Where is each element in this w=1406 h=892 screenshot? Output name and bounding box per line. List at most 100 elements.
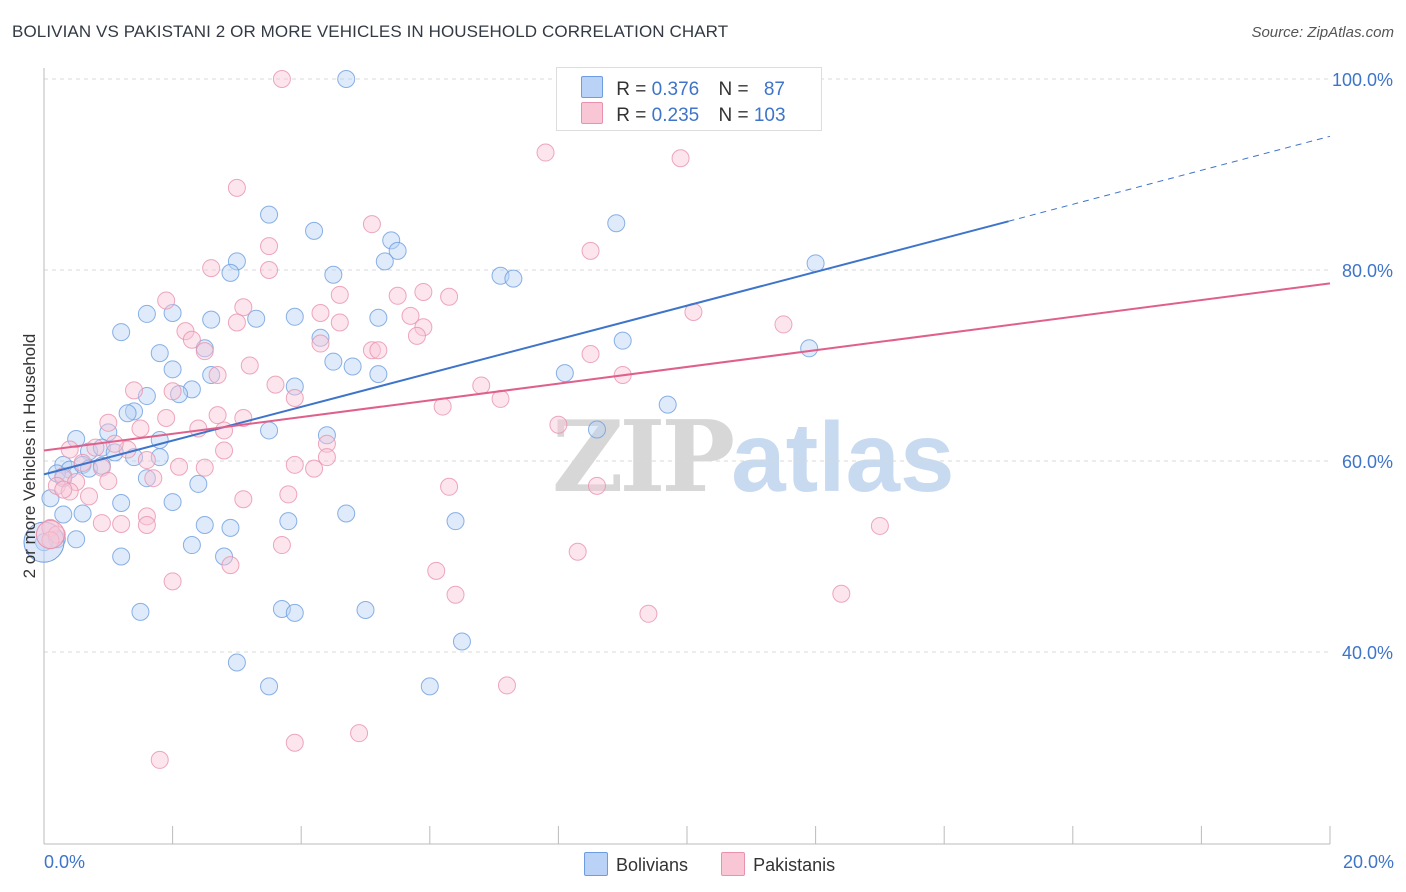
bolivian-n-value: 87 [763, 79, 785, 100]
pakistani-point [144, 469, 163, 488]
x-tick-label-max: 20.0% [1342, 852, 1394, 872]
source-label: Source: ZipAtlas.com [1251, 24, 1394, 41]
bolivian-point [260, 205, 279, 224]
trend-lines [43, 135, 1331, 476]
bolivian-swatch [581, 76, 603, 98]
x-tick-label-min: 0.0% [44, 852, 86, 872]
bolivian-point [452, 632, 471, 651]
pakistani-point [362, 341, 381, 360]
bolivians-label: Bolivians [616, 855, 689, 875]
bolivian-point [99, 423, 118, 442]
pakistani-point [227, 178, 246, 197]
pakistani-point [407, 326, 426, 345]
bolivian-point [221, 518, 240, 537]
bolivian-point [587, 420, 606, 439]
pakistani-point [99, 472, 118, 491]
pakistani-point [581, 345, 600, 364]
bolivian-point [420, 677, 439, 696]
bolivian-point [54, 505, 73, 524]
bolivian-point [112, 547, 131, 566]
y-tick-label: 60.0% [1342, 452, 1393, 472]
pakistani-point [427, 561, 446, 580]
pakistani-point [182, 330, 201, 349]
pakistani-point [260, 261, 279, 279]
bolivian-point [131, 602, 150, 621]
bolivian-point [375, 252, 394, 271]
pakistanis-swatch [721, 852, 746, 876]
bolivian-point [260, 677, 279, 696]
bolivian-trend-line [43, 220, 1009, 476]
pakistani-point [86, 438, 105, 457]
pakistani-point [240, 356, 259, 375]
pakistani-point [369, 341, 388, 360]
bolivian-point [504, 269, 523, 288]
pakistani-point [131, 419, 150, 438]
pakistani-point [221, 556, 240, 575]
pakistani-point [195, 342, 214, 361]
pakistani-trend-line [43, 282, 1331, 452]
pakistani-point [440, 287, 459, 306]
series-legend: Bolivians Pakistanis [584, 852, 863, 876]
y-tick-label: 100.0% [1332, 70, 1393, 90]
bolivian-point [67, 430, 86, 449]
pakistani-point [581, 241, 600, 260]
pakistani-point [446, 585, 465, 604]
bolivian-point [150, 344, 169, 363]
pakistanis-label: Pakistanis [753, 855, 836, 875]
pakistani-points [35, 70, 889, 769]
pakistani-point [433, 397, 452, 416]
bolivian-trend-extension [1008, 135, 1331, 222]
pakistani-point [362, 215, 381, 234]
pakistani-point [870, 516, 889, 535]
pakistani-n-value: 103 [753, 105, 786, 126]
pakistani-point [234, 298, 253, 317]
pakistani-point [671, 149, 690, 168]
pakistani-point [414, 282, 433, 301]
pakistani-point [60, 482, 79, 501]
pakistani-point [92, 514, 111, 533]
axes [43, 68, 1331, 845]
pakistani-r-value: 0.235 [651, 105, 700, 126]
bolivian-point [112, 323, 131, 342]
bolivian-point [195, 515, 214, 534]
pakistani-point [536, 143, 555, 162]
pakistani-point [832, 584, 851, 603]
bolivian-point [73, 504, 92, 523]
bolivian-point [613, 331, 632, 350]
pakistani-point [311, 334, 330, 353]
pakistani-point [99, 413, 118, 432]
legend-item-bolivians[interactable]: Bolivians [584, 852, 688, 876]
bolivian-point [658, 395, 677, 414]
bolivian-n-label: N = [718, 79, 754, 100]
bolivian-point [163, 493, 182, 512]
pakistani-point [497, 676, 516, 695]
bolivian-point [800, 339, 819, 358]
bolivian-point [67, 530, 86, 549]
bolivian-r-value: 0.376 [651, 79, 700, 100]
y-tick-label: 40.0% [1342, 643, 1393, 663]
bolivian-point [227, 653, 246, 672]
pakistani-point [157, 409, 176, 428]
bolivian-point [369, 365, 388, 384]
pakistani-r-label: R = [616, 105, 652, 126]
pakistani-point [330, 313, 349, 332]
pakistani-point [208, 366, 227, 385]
chart-title: BOLIVIAN VS PAKISTANI 2 OR MORE VEHICLES… [12, 22, 729, 41]
pakistani-point [125, 381, 144, 400]
pakistani-point [195, 458, 214, 477]
bolivian-point [285, 307, 304, 326]
bolivian-point [221, 263, 240, 282]
legend-row-bolivian: R = 0.376 N = 87 [581, 76, 785, 102]
bolivian-point [337, 504, 356, 523]
pakistani-point [568, 542, 587, 561]
pakistani-point [54, 480, 73, 499]
legend-item-pakistanis[interactable]: Pakistanis [721, 852, 835, 876]
bolivian-points [23, 70, 825, 696]
pakistani-point [401, 306, 420, 325]
pakistani-point [472, 376, 491, 395]
pakistani-point [440, 477, 459, 496]
bolivian-point [343, 357, 362, 376]
pakistani-point [266, 375, 285, 394]
pakistani-point [285, 733, 304, 752]
pakistani-point [163, 572, 182, 591]
